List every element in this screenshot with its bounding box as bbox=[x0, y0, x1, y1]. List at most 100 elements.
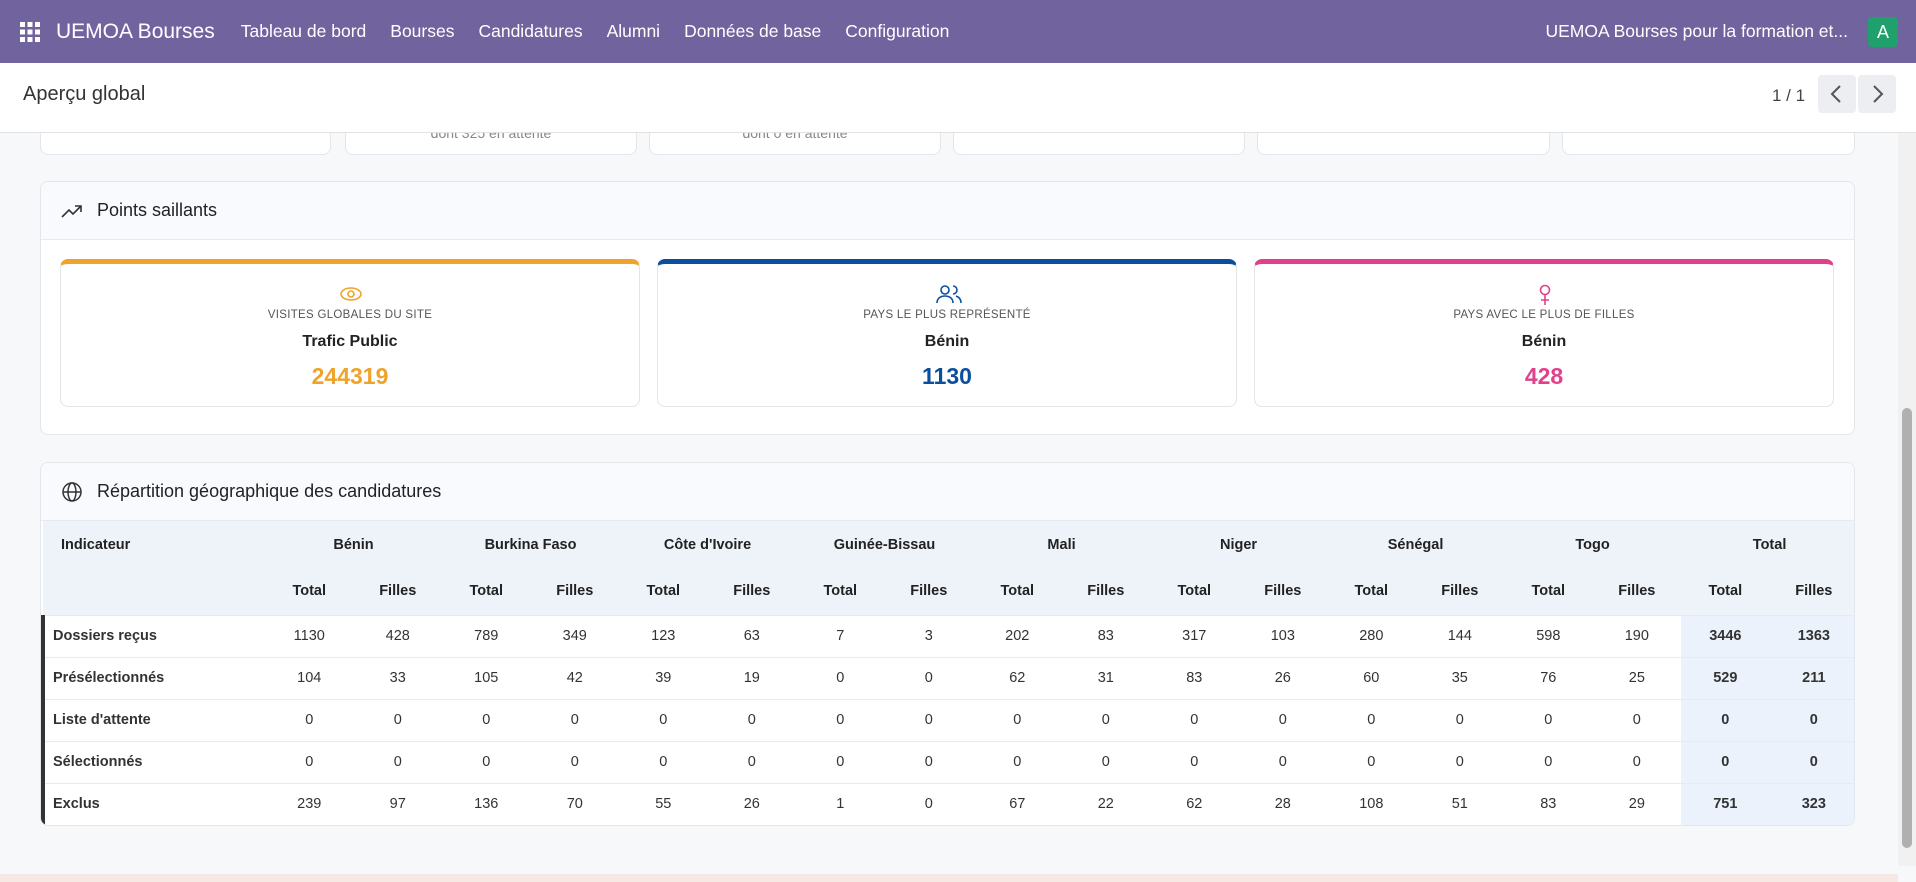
cell: 211 bbox=[1769, 656, 1854, 699]
cell: 1363 bbox=[1769, 614, 1854, 657]
menu-item[interactable]: Bourses bbox=[390, 21, 455, 41]
pager-prev[interactable] bbox=[1818, 75, 1856, 113]
cell: 105 bbox=[442, 656, 531, 699]
card-name: Trafic Public bbox=[302, 333, 398, 350]
pager-next[interactable] bbox=[1858, 75, 1896, 113]
subheader: Total bbox=[1150, 568, 1239, 615]
subheader: Filles bbox=[1769, 568, 1854, 615]
control-panel: Aperçu global 1 / 1 bbox=[0, 63, 1916, 133]
scrollbar[interactable] bbox=[1898, 133, 1916, 866]
cell: 144 bbox=[1415, 614, 1505, 657]
column-header: Niger bbox=[1150, 521, 1328, 568]
card-value: 1130 bbox=[922, 363, 972, 389]
column-header: Indicateur bbox=[43, 521, 265, 568]
menu-item[interactable]: Données de base bbox=[684, 21, 822, 41]
pager: 1 / 1 bbox=[1772, 86, 1806, 105]
cell: 323 bbox=[1769, 782, 1854, 825]
cell: 0 bbox=[353, 698, 442, 741]
subheader: Filles bbox=[530, 568, 620, 615]
cell: 83 bbox=[1504, 782, 1593, 825]
geo-section: Répartition géographique des candidature… bbox=[40, 462, 1855, 826]
data-row: Présélectionnés 104 33 105 42 39 19 0 0 62 31 83 26 6… bbox=[41, 656, 1854, 699]
navbar: UEMOA Bourses Tableau de bord Bourses Cand… bbox=[0, 0, 1916, 63]
cell: 0 bbox=[884, 782, 974, 825]
column-header: Togo bbox=[1504, 521, 1682, 568]
section-header: Points saillants bbox=[41, 182, 1854, 240]
apps-icon[interactable] bbox=[20, 22, 40, 42]
row-label: Présélectionnés bbox=[41, 656, 265, 699]
column-header: Guinée-Bissau bbox=[796, 521, 974, 568]
note: dont 325 en attente bbox=[430, 133, 552, 141]
cell: 598 bbox=[1504, 614, 1593, 657]
subheader: Total bbox=[796, 568, 885, 615]
cell: 39 bbox=[619, 656, 708, 699]
card-value: 428 bbox=[1524, 363, 1564, 389]
subheader: Filles bbox=[1415, 568, 1505, 615]
app-name[interactable]: UEMOA Bourses bbox=[56, 19, 215, 43]
cell: 28 bbox=[1238, 782, 1328, 825]
subheader: Total bbox=[973, 568, 1062, 615]
data-row: Exclus 239 97 136 70 55 26 1 0 67 22 62 28 108 51 83 29 7… bbox=[41, 782, 1854, 825]
cell: 60 bbox=[1327, 656, 1416, 699]
geo-table: Indicateur Bénin Burkina Faso Côte d'Ivoire… bbox=[41, 521, 1854, 825]
stat-card bbox=[1257, 133, 1550, 155]
column-header: Mali bbox=[973, 521, 1151, 568]
company[interactable]: UEMOA Bourses pour la formation et... bbox=[1545, 21, 1849, 41]
cell: 0 bbox=[1061, 740, 1151, 783]
avatar[interactable]: A bbox=[1868, 17, 1898, 47]
section-header: Répartition géographique des candidature… bbox=[41, 463, 1854, 521]
cell: 428 bbox=[353, 614, 442, 657]
cell: 97 bbox=[353, 782, 442, 825]
subheader-row: Total Filles Total Filles Total Filles Total Fi… bbox=[43, 568, 1854, 615]
column-header: Bénin bbox=[265, 521, 442, 568]
subheader: Filles bbox=[1061, 568, 1151, 615]
cell: 0 bbox=[1681, 698, 1770, 741]
cell: 280 bbox=[1327, 614, 1416, 657]
subheader: Filles bbox=[353, 568, 442, 615]
cell: 3446 bbox=[1681, 614, 1770, 657]
cell: 190 bbox=[1592, 614, 1682, 657]
cell: 76 bbox=[1504, 656, 1593, 699]
cell: 0 bbox=[1327, 698, 1416, 741]
stat-card bbox=[1562, 133, 1855, 155]
row-label: Dossiers reçus bbox=[41, 614, 265, 657]
cell: 0 bbox=[1150, 698, 1239, 741]
stat-card: dont 325 en attente bbox=[345, 133, 637, 155]
cell: 26 bbox=[707, 782, 797, 825]
cell: 0 bbox=[1238, 740, 1328, 783]
cell: 136 bbox=[442, 782, 531, 825]
card-icon bbox=[1539, 284, 1551, 305]
subheader: Total bbox=[265, 568, 354, 615]
cell: 0 bbox=[1327, 740, 1416, 783]
menu-item[interactable]: Tableau de bord bbox=[240, 21, 367, 41]
cell: 0 bbox=[884, 740, 974, 783]
data-row: Dossiers reçus 1130 428 789 349 123 63 7 3 202 83 3… bbox=[41, 614, 1854, 657]
stat-card bbox=[40, 133, 331, 155]
menu-item[interactable]: Configuration bbox=[845, 21, 950, 41]
cell: 0 bbox=[265, 698, 354, 741]
menu-item[interactable]: Candidatures bbox=[478, 21, 583, 41]
data-row: Liste d'attente 0 0 0 0 0 0 0 0 0 0 0 0 0 0 0 0 0 0 bbox=[41, 698, 1854, 741]
cell: 0 bbox=[353, 740, 442, 783]
subheader: Total bbox=[619, 568, 708, 615]
column-header: Côte d'Ivoire bbox=[619, 521, 797, 568]
menu-item[interactable]: Alumni bbox=[606, 21, 661, 41]
cell: 0 bbox=[1592, 698, 1682, 741]
cell: 104 bbox=[265, 656, 354, 699]
cell: 123 bbox=[619, 614, 708, 657]
cell: 42 bbox=[530, 656, 620, 699]
breadcrumb: Aperçu global bbox=[23, 83, 146, 105]
cell: 0 bbox=[1592, 740, 1682, 783]
cell: 202 bbox=[973, 614, 1062, 657]
cell: 103 bbox=[1238, 614, 1328, 657]
cell: 108 bbox=[1327, 782, 1416, 825]
subheader: Total bbox=[442, 568, 531, 615]
cell: 83 bbox=[1061, 614, 1151, 657]
cell: 3 bbox=[884, 614, 974, 657]
footer-strip bbox=[0, 874, 1898, 882]
cell: 31 bbox=[1061, 656, 1151, 699]
cell: 0 bbox=[707, 740, 797, 783]
cell: 0 bbox=[1150, 740, 1239, 783]
cell: 751 bbox=[1681, 782, 1770, 825]
